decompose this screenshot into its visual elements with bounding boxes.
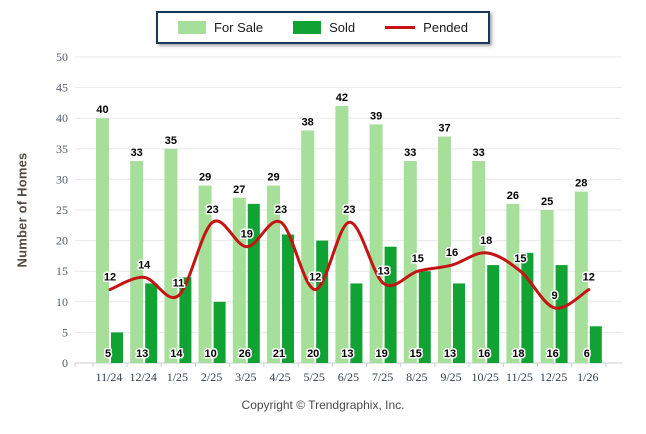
chart-legend: For Sale Sold Pended	[156, 11, 490, 44]
svg-text:3/25: 3/25	[235, 370, 256, 384]
svg-text:25: 25	[541, 196, 553, 208]
svg-text:30: 30	[56, 172, 68, 186]
svg-text:12/24: 12/24	[130, 370, 157, 384]
svg-text:15: 15	[514, 253, 526, 265]
svg-text:14: 14	[170, 348, 183, 360]
legend-label-sold: Sold	[329, 20, 356, 35]
svg-text:11: 11	[173, 278, 185, 290]
svg-text:10/25: 10/25	[472, 370, 499, 384]
svg-text:27: 27	[233, 184, 245, 196]
svg-text:23: 23	[206, 204, 218, 216]
svg-text:35: 35	[165, 135, 177, 147]
svg-text:33: 33	[473, 147, 485, 159]
svg-text:13: 13	[341, 348, 353, 360]
svg-text:19: 19	[375, 348, 387, 360]
svg-text:14: 14	[138, 259, 151, 271]
svg-text:5: 5	[62, 325, 68, 339]
svg-text:20: 20	[56, 234, 68, 248]
svg-text:13: 13	[377, 265, 389, 277]
legend-item-sold: Sold	[293, 20, 355, 35]
svg-text:5: 5	[105, 348, 111, 360]
svg-text:0: 0	[62, 356, 68, 370]
svg-text:33: 33	[131, 147, 143, 159]
svg-text:45: 45	[56, 81, 68, 95]
svg-text:12: 12	[104, 272, 116, 284]
svg-text:40: 40	[56, 111, 68, 125]
svg-text:12: 12	[309, 272, 321, 284]
svg-text:1/26: 1/26	[577, 370, 598, 384]
legend-item-for-sale: For Sale	[178, 20, 263, 35]
svg-text:12/25: 12/25	[540, 370, 567, 384]
copyright-text: Copyright © Trendgraphix, Inc.	[241, 398, 405, 412]
svg-text:10: 10	[204, 348, 216, 360]
svg-text:11/25: 11/25	[506, 370, 533, 384]
svg-text:2/25: 2/25	[201, 370, 222, 384]
svg-text:23: 23	[275, 204, 287, 216]
svg-text:23: 23	[343, 204, 355, 216]
svg-text:39: 39	[370, 110, 382, 122]
sold-swatch-icon	[293, 21, 322, 34]
svg-text:28: 28	[575, 178, 587, 190]
svg-text:37: 37	[438, 123, 450, 135]
pended-line-icon	[385, 26, 416, 29]
svg-text:33: 33	[404, 147, 416, 159]
svg-text:25: 25	[56, 203, 68, 217]
svg-text:9/25: 9/25	[440, 370, 461, 384]
svg-text:15: 15	[412, 253, 424, 265]
svg-text:21: 21	[273, 348, 285, 360]
svg-text:4/25: 4/25	[269, 370, 290, 384]
svg-text:6/25: 6/25	[338, 370, 359, 384]
svg-text:6: 6	[584, 348, 590, 360]
legend-label-for-sale: For Sale	[214, 20, 264, 35]
svg-text:8/25: 8/25	[406, 370, 427, 384]
svg-text:16: 16	[478, 348, 490, 360]
svg-text:35: 35	[56, 142, 68, 156]
svg-text:19: 19	[241, 229, 253, 241]
svg-text:29: 29	[267, 172, 279, 184]
svg-text:15: 15	[410, 348, 422, 360]
svg-text:29: 29	[199, 172, 211, 184]
for-sale-swatch-icon	[178, 21, 206, 34]
svg-text:18: 18	[480, 235, 492, 247]
svg-text:13: 13	[136, 348, 148, 360]
svg-text:50: 50	[56, 50, 68, 64]
svg-text:7/25: 7/25	[372, 370, 393, 384]
svg-text:20: 20	[307, 348, 319, 360]
svg-text:12: 12	[583, 272, 595, 284]
svg-text:16: 16	[546, 348, 558, 360]
svg-text:26: 26	[507, 190, 519, 202]
svg-text:11/24: 11/24	[96, 370, 123, 384]
svg-text:15: 15	[56, 264, 68, 278]
svg-text:16: 16	[446, 247, 458, 259]
svg-text:38: 38	[302, 116, 314, 128]
svg-text:13: 13	[444, 348, 456, 360]
svg-text:42: 42	[336, 92, 348, 104]
svg-text:26: 26	[239, 348, 251, 360]
svg-text:9: 9	[552, 290, 558, 302]
svg-text:1/25: 1/25	[167, 370, 188, 384]
legend-label-pended: Pended	[423, 20, 468, 35]
legend-item-pended: Pended	[385, 20, 468, 35]
svg-text:18: 18	[512, 348, 524, 360]
svg-text:10: 10	[56, 295, 68, 309]
svg-text:5/25: 5/25	[304, 370, 325, 384]
svg-text:40: 40	[96, 104, 108, 116]
